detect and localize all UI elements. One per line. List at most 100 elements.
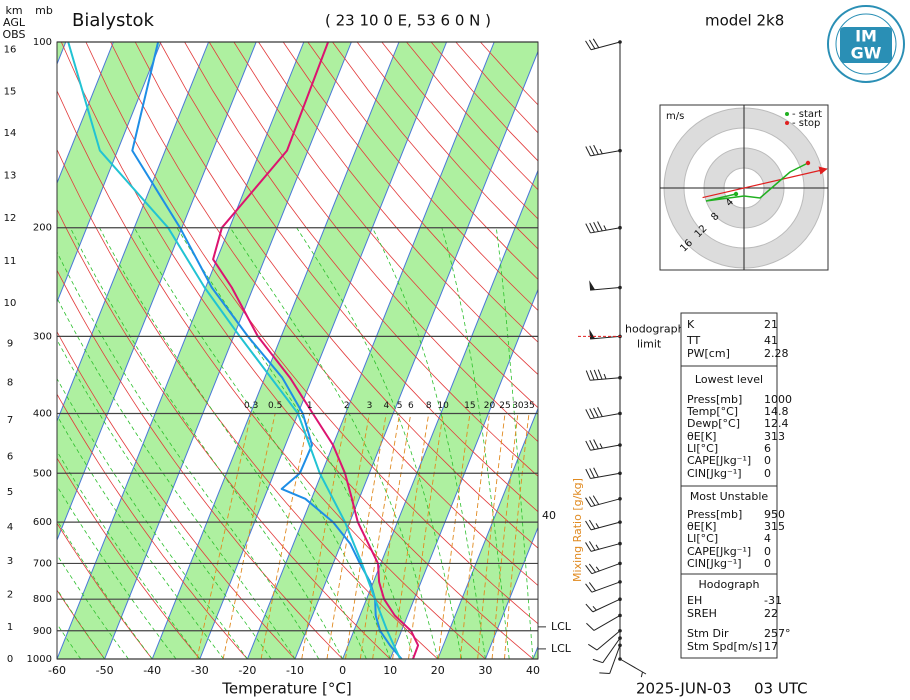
isotherm (342, 169, 538, 659)
table-box (680, 485, 778, 575)
x-tick-label: -60 (48, 664, 66, 677)
isotherm (484, 526, 538, 659)
x-tick-label: -10 (286, 664, 304, 677)
barb-staff (590, 287, 621, 291)
dry-adiabat (85, 42, 538, 625)
row-label: Press[mb] (687, 508, 742, 521)
hodograph-line (705, 162, 809, 202)
barb-staff (590, 498, 621, 508)
barb-staff (593, 615, 621, 631)
mixing-ratio-label: 35 (523, 401, 534, 411)
height-ref: AGL (3, 16, 26, 29)
height-tick-label: 4 (7, 522, 13, 533)
barb-full (593, 467, 599, 478)
date: 2025-JUN-03 (636, 680, 732, 698)
barb-full (592, 38, 600, 48)
barb-full (585, 497, 592, 507)
logo-box (840, 27, 892, 63)
barb-staff (602, 637, 621, 663)
temperature-band (152, 42, 447, 659)
dry-adiabat (159, 42, 538, 513)
barb-staff (591, 581, 621, 593)
logo-text: GW (851, 44, 882, 63)
barb-staff (619, 658, 647, 675)
legend-label: - stop (792, 118, 820, 129)
x-tick-label: 20 (431, 664, 445, 677)
x-tick-label: -30 (191, 664, 209, 677)
height-tick-label: 0 (7, 654, 13, 665)
barb-full (589, 439, 595, 450)
height-tick-label: 9 (7, 339, 13, 350)
moist-adiabat (441, 227, 510, 659)
mixing-ratio-label: 1 (307, 401, 313, 411)
row-value: 22 (764, 607, 778, 620)
row-value: 14.8 (764, 405, 789, 418)
mixing-ratio-label: 15 (464, 401, 475, 411)
barb-half (603, 225, 607, 231)
isotherm (57, 42, 114, 185)
barb-staff (590, 472, 621, 479)
barb-full (599, 672, 610, 674)
isotherm (389, 288, 538, 659)
barb-full (593, 407, 599, 418)
barb-half (599, 443, 603, 449)
row-value: 1000 (764, 393, 792, 406)
y-tick-label: 100 (33, 37, 52, 48)
row-value: 257° (764, 627, 791, 640)
moist-adiabat (495, 227, 534, 659)
moist-adiabat (371, 227, 486, 659)
table-box (680, 312, 778, 367)
y-tick-label: 500 (33, 468, 52, 479)
height-tick-label: 7 (7, 415, 13, 426)
barb-full (585, 370, 591, 381)
mixing-ratio-label: 3 (367, 401, 373, 411)
dry-adiabat (258, 42, 538, 375)
barb-staff (590, 444, 621, 451)
barb-staff (590, 227, 621, 234)
mixing-ratio-label: 0.3 (244, 401, 258, 411)
isotherm (57, 42, 162, 304)
y-tick-label: 400 (33, 408, 52, 419)
barb-pennant (589, 329, 596, 339)
dry-adiabat (282, 42, 538, 343)
barb-full (585, 542, 592, 552)
barb-full (589, 145, 595, 156)
dry-adiabat (60, 42, 534, 659)
mixing-ratio-label: 25 (499, 401, 510, 411)
barb-full (593, 222, 599, 232)
moist-adiabat (176, 227, 415, 659)
barb-full (589, 370, 595, 381)
row-value: 6 (764, 442, 771, 455)
row-value: -31 (764, 594, 782, 607)
barb-full (588, 541, 596, 551)
barb-full (593, 144, 599, 155)
y-tick-label: 200 (33, 223, 52, 234)
height-tick-label: 2 (7, 589, 13, 600)
barb-half (595, 544, 600, 550)
storm-motion (702, 166, 828, 199)
dry-adiabat (57, 393, 248, 659)
isotherm (199, 42, 448, 659)
barb-full (593, 439, 599, 450)
row-label: θE[K] (687, 520, 716, 533)
dry-adiabat (57, 589, 105, 659)
dry-adiabat (57, 89, 486, 659)
model-label: model 2k8 (705, 12, 784, 30)
barb-staff (590, 377, 621, 381)
row-label: Dewp[°C] (687, 417, 740, 430)
hodograph-start (733, 191, 739, 197)
x-tick-label: 40 (526, 664, 540, 677)
index-value: 2.28 (764, 347, 789, 360)
row-value: 0 (764, 557, 771, 570)
index-value: 41 (764, 334, 778, 347)
barb-staff (590, 150, 621, 157)
row-label: CIN[Jkg⁻¹] (687, 467, 742, 480)
barb-staff (591, 562, 621, 575)
height-tick-label: 6 (7, 452, 13, 463)
height-tick-label: 12 (4, 213, 17, 224)
height-tick-label: 13 (4, 170, 17, 181)
dry-adiabat (307, 42, 538, 311)
barb-full (585, 603, 594, 613)
wind-barb (585, 541, 622, 552)
time: 03 UTC (754, 680, 808, 698)
